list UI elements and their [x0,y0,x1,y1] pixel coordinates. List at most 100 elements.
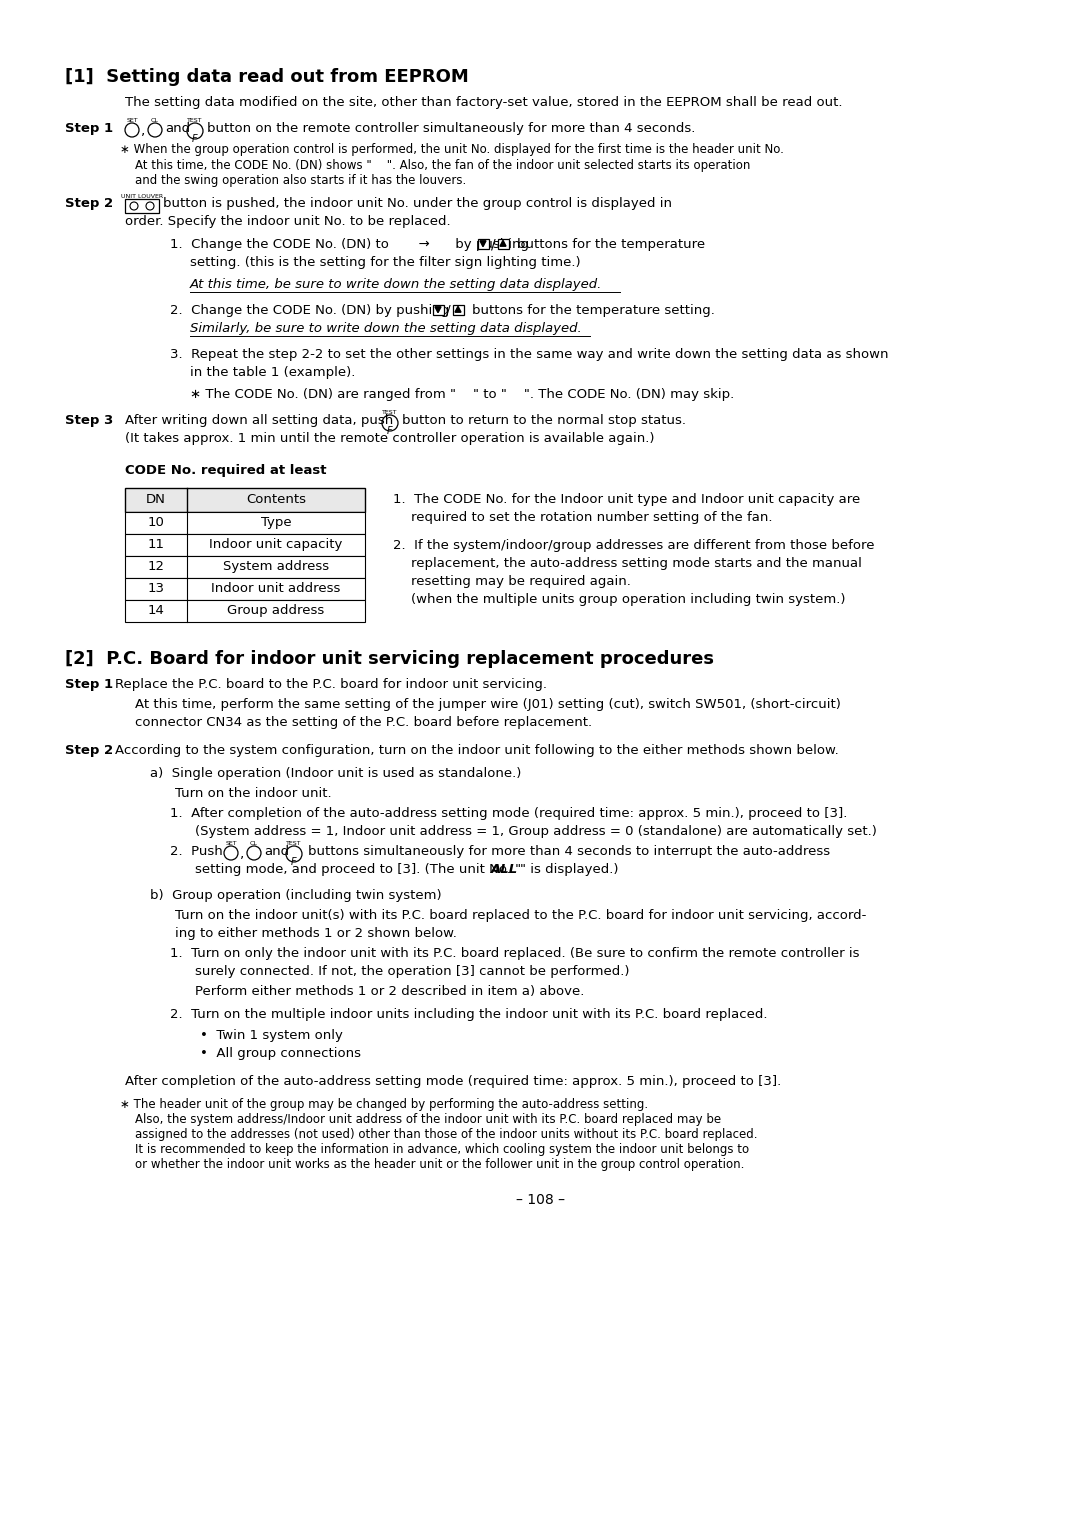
Text: At this time, the CODE No. (DN) shows "    ". Also, the fan of the indoor unit s: At this time, the CODE No. (DN) shows " … [135,159,751,172]
Text: Turn on the indoor unit(s) with its P.C. board replaced to the P.C. board for in: Turn on the indoor unit(s) with its P.C.… [175,909,866,923]
Text: ∗ The header unit of the group may be changed by performing the auto-address set: ∗ The header unit of the group may be ch… [120,1098,648,1112]
Text: After completion of the auto-address setting mode (required time: approx. 5 min.: After completion of the auto-address set… [125,1075,781,1087]
Text: and: and [264,845,289,859]
Bar [498,239,509,249]
Text: /: / [446,303,450,319]
Text: TEST: TEST [286,840,301,846]
Text: Step 1: Step 1 [65,122,113,136]
Text: 1.  The CODE No. for the Indoor unit type and Indoor unit capacity are: 1. The CODE No. for the Indoor unit type… [393,493,861,506]
Text: setting mode, and proceed to [3]. (The unit No. ": setting mode, and proceed to [3]. (The u… [195,863,525,875]
Text: order. Specify the indoor unit No. to be replaced.: order. Specify the indoor unit No. to be… [125,215,450,229]
Text: CL: CL [251,840,258,846]
Text: CL: CL [151,117,159,124]
Text: 1.  After completion of the auto-address setting mode (required time: approx. 5 : 1. After completion of the auto-address … [170,807,848,820]
Text: At this time, be sure to write down the setting data displayed.: At this time, be sure to write down the … [190,278,603,291]
Text: F: F [292,857,297,868]
Text: button is pushed, the indoor unit No. under the group control is displayed in: button is pushed, the indoor unit No. un… [163,197,672,210]
Text: After writing down all setting data, push: After writing down all setting data, pus… [125,413,393,427]
Text: ALL: ALL [491,863,518,875]
Text: and the swing operation also starts if it has the louvers.: and the swing operation also starts if i… [135,174,467,188]
Bar [125,512,365,534]
Text: •  Twin 1 system only: • Twin 1 system only [200,1029,342,1042]
Text: 11: 11 [148,538,164,551]
Text: DN: DN [146,493,166,506]
Text: ∗ When the group operation control is performed, the unit No. displayed for the : ∗ When the group operation control is pe… [120,143,784,156]
Text: buttons for the temperature setting.: buttons for the temperature setting. [472,303,715,317]
Text: resetting may be required again.: resetting may be required again. [411,575,631,589]
Text: Contents: Contents [246,493,306,506]
Text: 2.  Push: 2. Push [170,845,222,859]
Text: System address: System address [222,560,329,573]
Text: 1.  Turn on only the indoor unit with its P.C. board replaced. (Be sure to confi: 1. Turn on only the indoor unit with its… [170,947,860,961]
Text: UNIT LOUVER: UNIT LOUVER [121,194,163,198]
Text: " is displayed.): " is displayed.) [519,863,619,875]
Text: The setting data modified on the site, other than factory-set value, stored in t: The setting data modified on the site, o… [125,96,842,108]
Text: setting. (this is the setting for the filter sign lighting time.): setting. (this is the setting for the fi… [190,256,581,268]
Text: Indoor unit address: Indoor unit address [212,583,340,595]
Text: in the table 1 (example).: in the table 1 (example). [190,366,355,380]
Text: ,: , [240,846,244,860]
Text: 3.  Repeat the step 2-2 to set the other settings in the same way and write down: 3. Repeat the step 2-2 to set the other … [170,348,889,361]
Text: 10: 10 [148,515,164,529]
Bar [453,305,464,316]
Text: (System address = 1, Indoor unit address = 1, Group address = 0 (standalone) are: (System address = 1, Indoor unit address… [195,825,877,839]
Text: (It takes approx. 1 min until the remote controller operation is available again: (It takes approx. 1 min until the remote… [125,432,654,445]
Text: – 108 –: – 108 – [515,1193,565,1206]
Text: (when the multiple units group operation including twin system.): (when the multiple units group operation… [411,593,846,605]
Bar [125,557,365,578]
Text: 14: 14 [148,604,164,618]
Text: 12: 12 [148,560,164,573]
Text: Step 2: Step 2 [65,744,113,756]
Text: 2.  If the system/indoor/group addresses are different from those before: 2. If the system/indoor/group addresses … [393,538,875,552]
Text: Step 2: Step 2 [65,197,113,210]
Text: TEST: TEST [382,410,397,415]
Text: connector CN34 as the setting of the P.C. board before replacement.: connector CN34 as the setting of the P.C… [135,717,592,729]
Text: 2.  Turn on the multiple indoor units including the indoor unit with its P.C. bo: 2. Turn on the multiple indoor units inc… [170,1008,768,1022]
Text: At this time, perform the same setting of the jumper wire (J01) setting (cut), s: At this time, perform the same setting o… [135,698,841,711]
Text: Similarly, be sure to write down the setting data displayed.: Similarly, be sure to write down the set… [190,322,582,336]
Text: SET: SET [226,840,237,846]
Text: b)  Group operation (including twin system): b) Group operation (including twin syste… [150,889,442,901]
Polygon shape [480,241,486,247]
Polygon shape [435,307,441,313]
Text: [1]  Setting data read out from EEPROM: [1] Setting data read out from EEPROM [65,69,469,85]
Text: Group address: Group address [228,604,325,618]
Text: ∗ The CODE No. (DN) are ranged from "    " to "    ". The CODE No. (DN) may skip: ∗ The CODE No. (DN) are ranged from " " … [190,387,734,401]
Text: /: / [491,238,496,252]
Text: Type: Type [260,515,292,529]
Bar [125,198,159,214]
Text: button to return to the normal stop status.: button to return to the normal stop stat… [402,413,686,427]
Text: CODE No. required at least: CODE No. required at least [125,464,326,477]
Text: TEST: TEST [187,117,203,124]
Bar [125,488,365,512]
Text: 13: 13 [148,583,164,595]
Text: According to the system configuration, turn on the indoor unit following to the : According to the system configuration, t… [114,744,839,756]
Text: [2]  P.C. Board for indoor unit servicing replacement procedures: [2] P.C. Board for indoor unit servicing… [65,650,714,668]
Text: SET: SET [126,117,138,124]
Text: It is recommended to keep the information in advance, which cooling system the i: It is recommended to keep the informatio… [135,1144,750,1156]
Text: Indoor unit capacity: Indoor unit capacity [210,538,342,551]
Text: F: F [192,134,198,143]
Text: ing to either methods 1 or 2 shown below.: ing to either methods 1 or 2 shown below… [175,927,457,939]
Text: Also, the system address/Indoor unit address of the indoor unit with its P.C. bo: Also, the system address/Indoor unit add… [135,1113,721,1125]
Text: assigned to the addresses (not used) other than those of the indoor units withou: assigned to the addresses (not used) oth… [135,1128,757,1141]
Bar [125,534,365,557]
Text: surely connected. If not, the operation [3] cannot be performed.): surely connected. If not, the operation … [195,965,630,978]
Text: or whether the indoor unit works as the header unit or the follower unit in the : or whether the indoor unit works as the … [135,1157,744,1171]
Text: 1.  Change the CODE No. (DN) to       →      by pushing: 1. Change the CODE No. (DN) to → by push… [170,238,529,252]
Bar [125,578,365,599]
Text: Replace the P.C. board to the P.C. board for indoor unit servicing.: Replace the P.C. board to the P.C. board… [114,679,546,691]
Text: replacement, the auto-address setting mode starts and the manual: replacement, the auto-address setting mo… [411,557,862,570]
Text: required to set the rotation number setting of the fan.: required to set the rotation number sett… [411,511,772,525]
Text: buttons for the temperature: buttons for the temperature [517,238,705,252]
Text: button on the remote controller simultaneously for more than 4 seconds.: button on the remote controller simultan… [207,122,696,136]
Text: Step 3: Step 3 [65,413,113,427]
Text: •  All group connections: • All group connections [200,1048,361,1060]
Bar [433,305,444,316]
Text: and: and [165,122,190,136]
Polygon shape [500,241,507,246]
Text: a)  Single operation (Indoor unit is used as standalone.): a) Single operation (Indoor unit is used… [150,767,522,779]
Text: Perform either methods 1 or 2 described in item a) above.: Perform either methods 1 or 2 described … [195,985,584,997]
Text: 2.  Change the CODE No. (DN) by pushing: 2. Change the CODE No. (DN) by pushing [170,303,449,317]
Bar [125,599,365,622]
